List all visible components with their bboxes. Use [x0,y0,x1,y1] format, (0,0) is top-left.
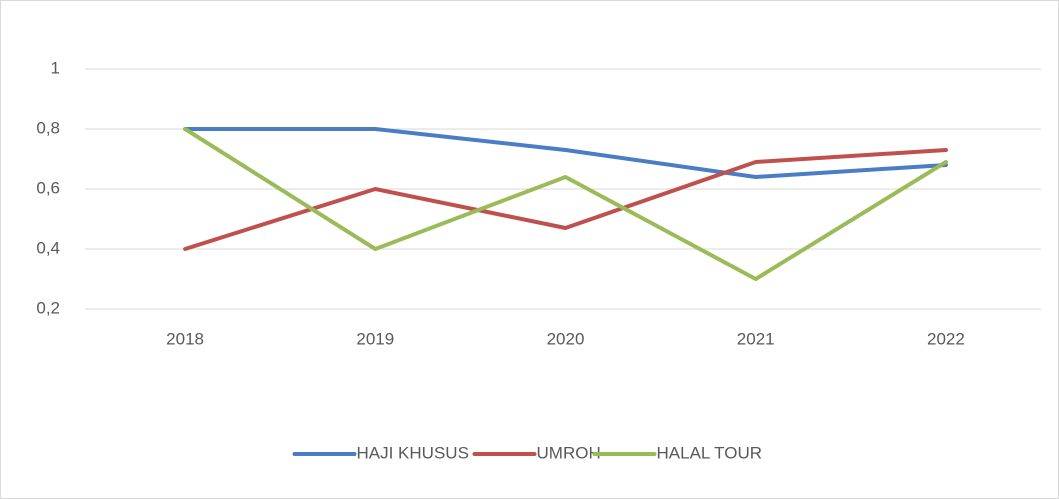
x-tick-label: 2021 [737,329,775,348]
x-tick-label: 2019 [356,329,394,348]
x-tick-label: 2022 [927,329,965,348]
legend-label: UMROH [537,443,601,462]
legend-label: HAJI KHUSUS [357,443,469,462]
y-tick-label: 0,8 [36,118,60,137]
y-tick-label: 1 [51,58,60,77]
y-tick-label: 0,6 [36,178,60,197]
x-tick-label: 2020 [547,329,585,348]
y-tick-label: 0,2 [36,298,60,317]
chart: 0,2 0,4 0,6 0,8 1 2018 2019 2020 2021 2022 HAJI KH… [0,0,1059,499]
y-tick-label: 0,4 [36,238,60,257]
x-tick-label: 2018 [166,329,204,348]
legend-label: HALAL TOUR [657,443,763,462]
